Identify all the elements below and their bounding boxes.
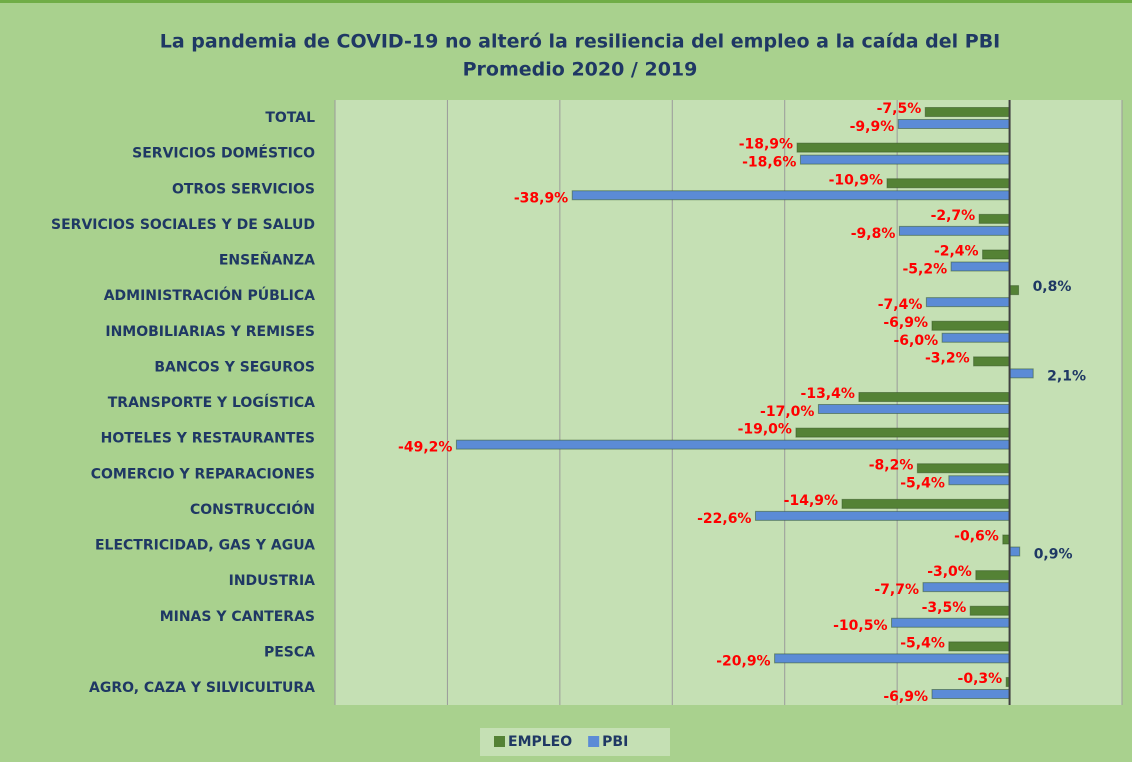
bar [925, 297, 1011, 308]
category-label: COMERCIO Y REPARACIONES [91, 466, 315, 482]
bar [950, 261, 1011, 272]
bar [973, 356, 1011, 367]
value-label: -7,7% [874, 582, 919, 598]
category-label: INMOBILIARIAS Y REMISES [105, 324, 315, 340]
bar [841, 498, 1011, 509]
value-label: -18,6% [742, 155, 796, 171]
value-label: -10,5% [833, 618, 887, 634]
bar [754, 510, 1011, 521]
bar [922, 582, 1011, 593]
value-label: -3,2% [925, 350, 970, 366]
value-label: -0,6% [954, 529, 999, 545]
bar [795, 427, 1011, 438]
value-label: -8,2% [869, 457, 914, 473]
value-label: 0,8% [1033, 279, 1072, 295]
bar [897, 119, 1011, 129]
value-label: -14,9% [784, 493, 838, 509]
bar [774, 653, 1011, 664]
legend-swatch [494, 736, 505, 747]
chart-title: La pandemia de COVID-19 no alteró la res… [160, 31, 1001, 53]
bar [796, 142, 1011, 153]
value-label: -38,9% [514, 190, 568, 206]
category-label: INDUSTRIA [229, 573, 316, 589]
bar [886, 178, 1011, 189]
bar [931, 689, 1011, 699]
bar [858, 392, 1011, 402]
value-label: -3,0% [927, 564, 972, 580]
category-label: PESCA [264, 644, 315, 660]
bar [891, 617, 1011, 628]
bar [916, 463, 1011, 474]
category-label: ELECTRICIDAD, GAS Y AGUA [95, 538, 315, 554]
value-label: -5,4% [900, 475, 945, 491]
bar [978, 213, 1011, 224]
category-label: AGRO, CAZA Y SILVICULTURA [89, 680, 315, 696]
category-label: SERVICIOS SOCIALES Y DE SALUD [51, 217, 315, 233]
value-label: -7,4% [878, 297, 923, 313]
value-label: -9,8% [851, 226, 896, 242]
value-label: -49,2% [398, 440, 452, 456]
category-label: OTROS SERVICIOS [172, 181, 315, 197]
value-label: -2,4% [934, 244, 979, 260]
bar [1009, 368, 1034, 379]
legend-swatch [588, 736, 600, 747]
category-label: MINAS Y CANTERAS [160, 609, 315, 625]
bar [1002, 534, 1011, 545]
value-label: -19,0% [738, 422, 792, 438]
bar [1009, 285, 1020, 296]
value-label: -6,0% [893, 333, 938, 349]
plot-area [335, 100, 1122, 705]
bar [571, 190, 1011, 201]
category-label: ADMINISTRACIÓN PÚBLICA [104, 286, 315, 304]
category-label: CONSTRUCCIÓN [190, 500, 315, 518]
value-label: -5,2% [902, 262, 947, 278]
value-label: -22,6% [697, 511, 751, 527]
value-label: 2,1% [1047, 368, 1086, 384]
legend-label: PBI [602, 734, 628, 750]
value-label: -6,9% [883, 315, 928, 331]
bar [941, 332, 1011, 343]
bar [1009, 546, 1021, 557]
bar [975, 570, 1011, 581]
category-label: SERVICIOS DOMÉSTICO [132, 145, 315, 162]
category-label: TRANSPORTE Y LOGÍSTICA [108, 394, 315, 411]
value-label: -0,3% [958, 671, 1003, 687]
category-label: HOTELES Y RESTAURANTES [101, 431, 315, 447]
value-label: -6,9% [883, 689, 928, 705]
value-label: -7,5% [877, 101, 922, 117]
bar [931, 320, 1011, 331]
category-label: BANCOS Y SEGUROS [154, 359, 315, 375]
bar [898, 225, 1011, 236]
value-label: -9,9% [850, 119, 895, 135]
top-border [0, 0, 1132, 3]
value-label: -20,9% [716, 653, 770, 669]
value-label: -2,7% [931, 208, 976, 224]
bar [799, 154, 1011, 165]
value-label: 0,9% [1034, 547, 1073, 563]
value-label: -5,4% [900, 635, 945, 651]
value-label: -17,0% [760, 404, 814, 420]
category-label: TOTAL [265, 110, 315, 126]
bar [969, 605, 1011, 616]
category-label: ENSEÑANZA [219, 252, 315, 269]
bar [948, 475, 1011, 486]
bar [455, 439, 1011, 450]
value-label: -10,9% [829, 172, 883, 188]
legend-box [480, 728, 670, 756]
legend-label: EMPLEO [508, 734, 572, 750]
chart-subtitle: Promedio 2020 / 2019 [463, 59, 698, 81]
value-label: -3,5% [922, 600, 967, 616]
bar [948, 641, 1011, 652]
bar [982, 249, 1011, 260]
bar [924, 107, 1011, 117]
value-label: -18,9% [739, 137, 793, 153]
value-label: -13,4% [801, 386, 855, 402]
bar [817, 404, 1011, 414]
